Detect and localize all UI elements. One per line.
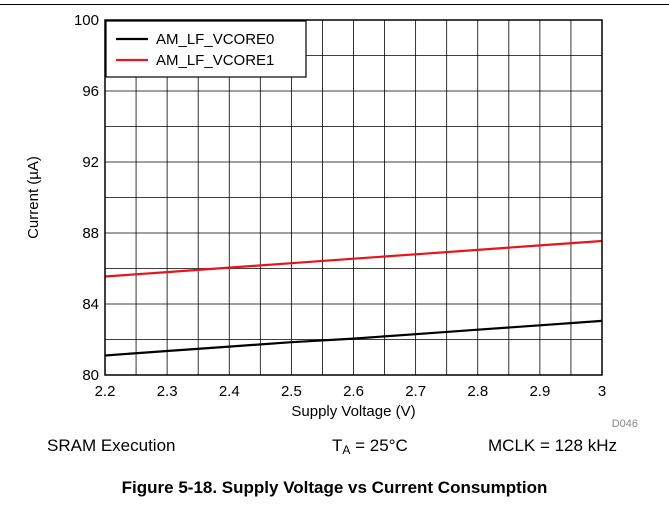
- current-vs-voltage-chart: 2.2 2.3 2.4 2.5 2.6 2.7 2.8 2.9 3 8084889296100 …: [25, 12, 638, 430]
- grid: [105, 20, 602, 375]
- series-line: [104, 239, 603, 278]
- y-axis-title: Current (µA): [25, 156, 42, 239]
- plot-frame: [104, 19, 603, 376]
- x-tick-labels: 2.2 2.3 2.4 2.5 2.6 2.7 2.8 2.9 3: [95, 383, 607, 400]
- legend-label: AM_LF_VCORE1: [156, 52, 274, 69]
- y-tick-labels: 80 84 88 92 96 100: [74, 12, 99, 384]
- plot-id: D046: [612, 418, 638, 430]
- x-tick-label: 2.6: [343, 383, 364, 400]
- x-tick-label: 2.5: [281, 383, 302, 400]
- series-layer: [104, 239, 603, 357]
- y-tick-label: 80: [82, 367, 99, 384]
- x-axis-title: Supply Voltage (V): [291, 403, 415, 420]
- temp-symbol: T: [332, 436, 343, 455]
- x-tick-label: 2.9: [529, 383, 550, 400]
- execution-condition: SRAM Execution: [47, 436, 176, 455]
- y-tick-label: 88: [82, 225, 99, 242]
- figure-caption: Figure 5-18. Supply Voltage vs Current C…: [121, 478, 548, 497]
- clock-condition: MCLK = 128 kHz: [488, 436, 617, 455]
- y-tick-label: 96: [82, 83, 99, 100]
- y-tick-label: 84: [82, 296, 99, 313]
- temp-value: = 25°C: [350, 436, 408, 455]
- x-tick-label: 2.2: [95, 383, 116, 400]
- legend-label: AM_LF_VCORE0: [156, 31, 274, 48]
- y-tick-label: 100: [74, 12, 99, 29]
- x-tick-label: 2.7: [405, 383, 426, 400]
- temperature-condition: TA = 25°C: [332, 436, 408, 457]
- x-tick-label: 2.4: [219, 383, 240, 400]
- x-tick-label: 3: [598, 383, 606, 400]
- y-tick-label: 92: [82, 154, 99, 171]
- top-rule: [0, 4, 669, 5]
- temp-subscript: A: [342, 443, 351, 457]
- x-tick-label: 2.3: [157, 383, 178, 400]
- legend-box: [105, 20, 307, 78]
- series-line: [104, 319, 603, 357]
- x-tick-label: 2.8: [467, 383, 488, 400]
- legend: AM_LF_VCORE0 AM_LF_VCORE1: [105, 20, 307, 78]
